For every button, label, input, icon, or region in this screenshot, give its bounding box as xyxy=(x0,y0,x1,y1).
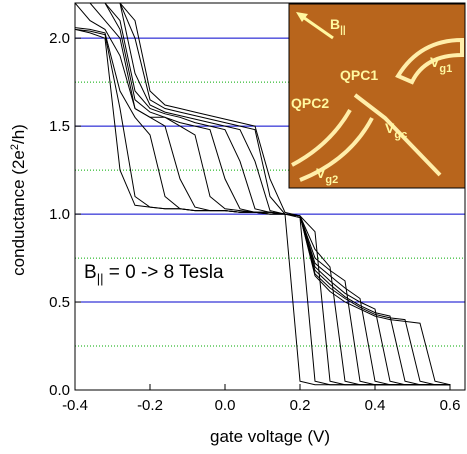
field-label: B|| xyxy=(330,16,346,36)
gate-g2-edge xyxy=(291,109,352,167)
y-tick-label: 0.0 xyxy=(49,382,70,399)
x-tick-label: 0.4 xyxy=(365,397,386,414)
x-axis-label: gate voltage (V) xyxy=(210,427,330,446)
x-tick-label: -0.4 xyxy=(62,397,88,414)
field-arrowhead xyxy=(296,12,308,22)
y-tick-label: 1.0 xyxy=(49,206,70,223)
conductance-curve xyxy=(75,3,450,386)
x-tick-label: 0.6 xyxy=(440,397,461,414)
conductance-curve xyxy=(75,3,450,386)
conductance-curve xyxy=(75,3,450,386)
x-tick-label: 0.0 xyxy=(215,397,236,414)
annotation: B|| = 0 -> 8 Tesla xyxy=(84,262,224,286)
gate-label: Vgc xyxy=(385,120,407,141)
inset-image xyxy=(288,3,466,189)
conductance-curve xyxy=(75,3,451,386)
gate-gc xyxy=(353,93,442,177)
qpc-label: QPC2 xyxy=(291,95,329,111)
gate-label: Vg2 xyxy=(316,165,338,186)
conductance-curve xyxy=(75,3,450,386)
curves xyxy=(75,3,451,386)
x-tick-label: -0.2 xyxy=(137,397,163,414)
plot-frame xyxy=(74,2,466,391)
x-tick-label: 0.2 xyxy=(290,397,311,414)
y-tick-label: 2.0 xyxy=(49,30,70,47)
inset: B|| QPC1 QPC2 Vg1 Vgc Vg2 xyxy=(288,3,466,189)
field-arrow xyxy=(299,13,334,40)
y-tick-label: 1.5 xyxy=(49,118,70,135)
gate-label: Vg1 xyxy=(430,54,452,75)
y-axis-label: conductance (2e2/h) xyxy=(9,124,28,276)
qpc-label: QPC1 xyxy=(340,67,378,83)
y-tick-label: 0.5 xyxy=(49,294,70,311)
gate-g1 xyxy=(395,37,464,85)
gate-g2 xyxy=(299,117,374,182)
